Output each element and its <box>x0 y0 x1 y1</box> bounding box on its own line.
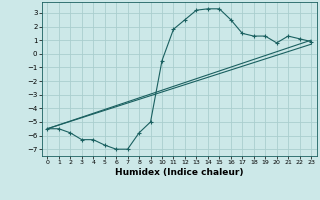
X-axis label: Humidex (Indice chaleur): Humidex (Indice chaleur) <box>115 168 244 177</box>
